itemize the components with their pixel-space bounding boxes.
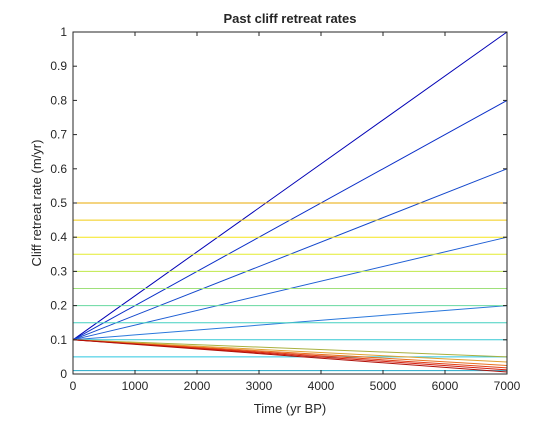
- x-tick-label: 6000: [432, 379, 459, 393]
- series-line-18: [72, 339, 508, 363]
- x-tick-label: 0: [70, 379, 77, 393]
- y-tick-label: 0.2: [50, 299, 67, 313]
- y-tick-label: 0.8: [50, 93, 67, 107]
- y-tick-label: 0.5: [50, 196, 67, 210]
- series-layer: [72, 31, 508, 373]
- x-tick-label: 2000: [184, 379, 211, 393]
- y-tick-label: 0: [60, 367, 67, 381]
- y-tick-label: 0.4: [50, 230, 67, 244]
- x-tick-label: 5000: [370, 379, 397, 393]
- y-axis-label: Cliff retreat rate (m/yr): [29, 140, 44, 267]
- x-tick-label: 7000: [494, 379, 521, 393]
- x-tick-label: 3000: [246, 379, 273, 393]
- y-tick-label: 1: [60, 25, 67, 39]
- y-tick-label: 0.3: [50, 264, 67, 278]
- x-axis-label: Time (yr BP): [254, 401, 326, 416]
- axes-layer: 0 1000 2000 3000 4000 5000 6000 7000 0 0.1 0.2 0.3 0…: [50, 25, 520, 393]
- y-tick-label: 0.6: [50, 162, 67, 176]
- y-tick-label: 0.9: [50, 59, 67, 73]
- series-line-17: [72, 339, 508, 358]
- y-tick-label: 0.7: [50, 128, 67, 142]
- chart-title: Past cliff retreat rates: [224, 11, 357, 26]
- series-line-22: [72, 339, 508, 373]
- x-tick-label: 4000: [308, 379, 335, 393]
- x-tick-label: 1000: [122, 379, 149, 393]
- y-tick-label: 0.1: [50, 333, 67, 347]
